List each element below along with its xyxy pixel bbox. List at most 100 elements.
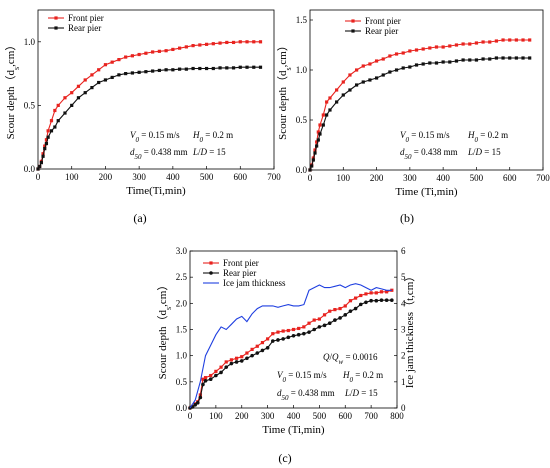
y2-tick-label-3: 3 (401, 325, 406, 335)
data-point (390, 298, 394, 302)
data-point (494, 56, 498, 60)
data-point (321, 113, 325, 117)
x-tick-label-1: 100 (209, 411, 223, 421)
data-point (414, 63, 419, 67)
x-tick-label-2: 200 (99, 172, 113, 182)
data-point (201, 377, 205, 381)
data-point (348, 299, 353, 303)
data-point (63, 96, 67, 100)
data-point (318, 132, 322, 136)
x-tick-label-1: 100 (337, 173, 351, 183)
data-point (361, 80, 365, 84)
x-tick-label-7: 700 (267, 172, 281, 182)
data-point (103, 78, 108, 82)
data-point (258, 65, 263, 69)
data-point (374, 291, 378, 295)
x-tick-label-1: 100 (65, 172, 79, 182)
data-point (229, 358, 233, 362)
data-point (388, 54, 392, 58)
x-axis-label: Time (Ti,min) (262, 424, 324, 436)
series-line-1 (37, 66, 261, 170)
data-point (137, 70, 141, 74)
data-point (327, 321, 332, 326)
data-point (225, 40, 229, 45)
data-point (271, 339, 275, 343)
data-point (521, 56, 525, 60)
caption-a: (a) (133, 211, 146, 225)
data-point (328, 96, 332, 100)
data-point (252, 40, 256, 44)
data-point (255, 344, 259, 348)
data-point (171, 47, 175, 52)
data-point (83, 91, 87, 95)
data-point (328, 309, 332, 313)
data-point (117, 58, 121, 62)
x-axis-label: Time (Ti,min) (395, 186, 457, 198)
data-point (157, 49, 161, 53)
data-point (291, 327, 296, 332)
data-point (49, 129, 54, 133)
data-point (198, 66, 202, 71)
data-point (76, 96, 81, 100)
y2-axis-label: Ice jam thickness（t,cm） (403, 271, 416, 389)
data-point (461, 42, 465, 46)
annotation-3: L/D = 15 (467, 147, 501, 157)
data-point (369, 298, 373, 303)
data-point (245, 65, 249, 69)
data-point (204, 66, 209, 71)
data-point (379, 290, 384, 294)
y-tick-label-0: 0.0 (176, 403, 188, 413)
y-tick-label-6: 3.0 (176, 246, 188, 256)
x-tick-label-4: 400 (436, 173, 450, 183)
data-point (238, 40, 242, 44)
data-point (130, 71, 134, 75)
x-tick-label-4: 400 (166, 172, 180, 182)
legend-marker (209, 271, 213, 275)
chart-panel-a: 0 100 200 300 400 500 600 700 0.0 0.5 1.0 Time(Ti,m… (4, 9, 281, 197)
data-point (214, 373, 218, 378)
data-point (191, 66, 195, 71)
y-tick-label-0: 0.0 (24, 164, 36, 174)
data-point (325, 100, 329, 104)
x-tick-label-6: 600 (503, 173, 517, 183)
y-axis-label: Scour depth（ds,cm） (4, 40, 21, 140)
y2-tick-label-0: 0 (401, 403, 406, 413)
data-point (297, 326, 301, 331)
data-point (229, 361, 234, 366)
data-point (239, 359, 244, 363)
data-point (481, 40, 485, 44)
data-point (318, 123, 322, 127)
data-point (44, 138, 49, 142)
data-point (302, 325, 306, 329)
data-point (385, 290, 389, 294)
data-point (49, 119, 54, 123)
data-point (322, 313, 327, 317)
plot-frame (309, 9, 544, 171)
data-point (291, 333, 296, 338)
x-tick-label-8: 800 (390, 411, 404, 421)
y-tick-label-1: 0.5 (296, 115, 308, 125)
data-point (381, 73, 385, 77)
data-point (348, 309, 353, 313)
chart-panel-c: 0 100 200 300 400 500 600 700 800 0.0 0.5 1.0 1.5 2.0… (156, 246, 416, 436)
data-point (313, 148, 317, 152)
data-point (379, 298, 384, 302)
data-point (245, 351, 249, 355)
data-point (144, 70, 148, 74)
data-point (76, 84, 81, 88)
data-point (211, 66, 215, 71)
legend-label-0: Front pier (223, 258, 259, 268)
y-tick-label-5: 2.5 (176, 272, 188, 282)
y2-tick-label-6: 6 (401, 246, 406, 256)
annotation-3: d50 = 0.438 mm (277, 388, 335, 402)
data-point (394, 52, 399, 56)
data-point (255, 351, 260, 355)
data-point (401, 66, 405, 70)
data-point (355, 68, 359, 72)
data-point (514, 38, 518, 42)
data-point (63, 111, 67, 115)
annotation-1: H0 = 0.2 m (467, 130, 508, 144)
data-point (381, 57, 385, 61)
y2-tick-label-5: 5 (401, 272, 406, 282)
legend-marker (54, 16, 58, 20)
